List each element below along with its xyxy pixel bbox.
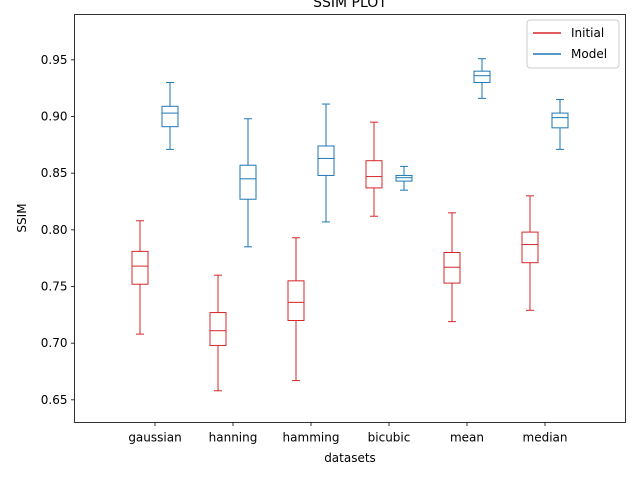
box-iqr bbox=[287, 280, 305, 322]
y-tick-label: 0.80 bbox=[41, 223, 68, 237]
x-axis: gaussian hanning hamming bicubic mean median bbox=[128, 422, 568, 445]
y-tick-label: 0.75 bbox=[41, 280, 68, 294]
x-tick-label: median bbox=[523, 431, 568, 445]
y-tick-label: 0.70 bbox=[41, 336, 68, 350]
legend-box bbox=[526, 19, 620, 69]
x-tick-label: hamming bbox=[283, 431, 340, 445]
box-initial-hamming bbox=[287, 237, 305, 382]
y-axis-label: SSIM bbox=[15, 203, 29, 232]
y-tick-label: 0.95 bbox=[41, 53, 68, 67]
x-axis-label: datasets bbox=[324, 451, 376, 465]
box-initial-median bbox=[521, 195, 539, 311]
box-iqr bbox=[395, 174, 413, 182]
x-tick-label: bicubic bbox=[368, 431, 411, 445]
x-tick-label: gaussian bbox=[128, 431, 181, 445]
box-iqr bbox=[551, 112, 569, 129]
box-initial-gaussian bbox=[131, 220, 149, 335]
box-marks bbox=[131, 58, 569, 392]
box-initial-mean bbox=[443, 212, 461, 323]
box-iqr bbox=[317, 145, 335, 176]
y-tick-label: 0.85 bbox=[41, 166, 68, 180]
box-iqr bbox=[365, 160, 383, 189]
box-model-median bbox=[551, 99, 569, 150]
box-iqr bbox=[473, 70, 491, 83]
box-initial-hanning bbox=[209, 274, 227, 392]
legend-label-model: Model bbox=[571, 47, 607, 61]
box-iqr bbox=[239, 164, 257, 200]
x-tick-label: hanning bbox=[209, 431, 258, 445]
box-model-hanning bbox=[239, 118, 257, 248]
box-initial-bicubic bbox=[365, 121, 383, 217]
box-iqr bbox=[131, 250, 149, 285]
box-iqr bbox=[443, 252, 461, 284]
plot-area-frame bbox=[74, 14, 626, 423]
box-model-gaussian bbox=[161, 82, 179, 150]
box-iqr bbox=[521, 231, 539, 264]
legend-label-initial: Initial bbox=[571, 26, 604, 40]
y-tick-label: 0.65 bbox=[41, 393, 68, 407]
box-iqr bbox=[161, 105, 179, 128]
box-model-mean bbox=[473, 58, 491, 99]
box-iqr bbox=[209, 312, 227, 346]
legend: Initial Model bbox=[526, 19, 620, 69]
chart-title: SSIM PLOT bbox=[313, 0, 387, 11]
y-axis: 0.65 0.70 0.75 0.80 0.85 0.90 0.95 bbox=[41, 53, 75, 407]
x-tick-label: mean bbox=[450, 431, 484, 445]
box-model-bicubic bbox=[395, 165, 413, 191]
box-model-hamming bbox=[317, 103, 335, 223]
y-tick-label: 0.90 bbox=[41, 110, 68, 124]
